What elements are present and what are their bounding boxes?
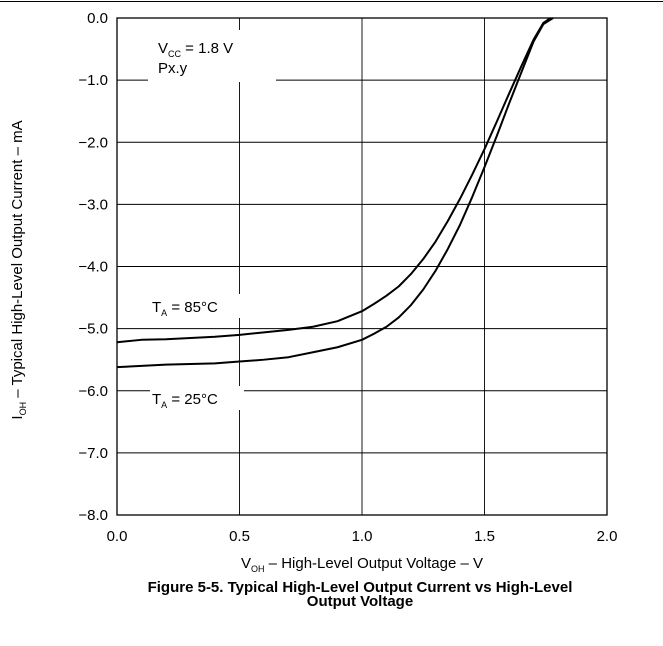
condition-box (148, 30, 276, 82)
label-25-box (150, 386, 244, 410)
series-line-85c (116, 17, 552, 344)
y-tick-label: −1.0 (78, 72, 108, 89)
y-tick-label: −2.0 (78, 134, 108, 151)
x-tick-label: 1.0 (352, 528, 373, 545)
series-layer (116, 17, 554, 369)
y-tick-label: −4.0 (78, 259, 108, 276)
pin-annotation: Px.y (158, 60, 188, 77)
figure-caption-line-1: Figure 5-5. Typical High-Level Output Cu… (147, 579, 573, 596)
x-tick-label: 2.0 (597, 528, 618, 545)
x-tick-label: 1.5 (474, 528, 495, 545)
figure-caption-line-2: Output Voltage (306, 593, 414, 610)
series-line-25c (116, 17, 554, 369)
series-label-85c: TA = 85°C (152, 299, 218, 318)
x-axis-label: VOH – High-Level Output Voltage – V (241, 555, 483, 574)
xlabel-box (218, 548, 528, 574)
x-tick-label: 0.5 (229, 528, 250, 545)
series-label-25c: TA = 25°C (152, 391, 218, 410)
vcc-annotation: VCC = 1.8 V (158, 40, 233, 59)
label-85-box (150, 294, 244, 318)
y-tick-label: −6.0 (78, 383, 108, 400)
y-tick-label: −7.0 (78, 445, 108, 462)
grid (117, 18, 607, 515)
y-axis-label: IOH – Typical High-Level Output Current … (9, 120, 28, 419)
y-tick-label: −8.0 (78, 507, 108, 524)
y-tick-label: −3.0 (78, 196, 108, 213)
plot-frame (116, 17, 608, 516)
y-tick-label: 0.0 (87, 10, 108, 27)
x-tick-label: 0.0 (107, 528, 128, 545)
y-tick-label: −5.0 (78, 321, 108, 338)
tick-labels: 0.0 0.5 1.0 1.5 2.0 0.0 −1.0 −2.0 −3.0 −4.0 −5.0 −6… (78, 10, 617, 545)
